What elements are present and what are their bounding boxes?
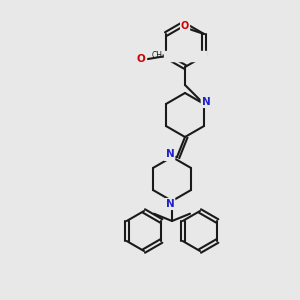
Text: O: O <box>165 150 173 160</box>
Text: O: O <box>177 51 185 61</box>
Text: N: N <box>202 97 210 107</box>
Text: N: N <box>166 199 174 209</box>
Text: CH₃: CH₃ <box>152 52 166 61</box>
Text: O: O <box>181 21 189 31</box>
Text: N: N <box>166 149 174 159</box>
Text: O: O <box>136 54 145 64</box>
